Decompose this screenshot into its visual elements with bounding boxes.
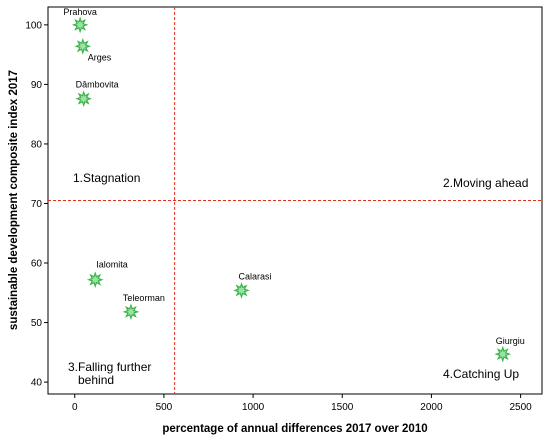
x-axis: 0 500 1000 1500 2000 2500 bbox=[72, 394, 532, 413]
data-point-marker bbox=[122, 303, 140, 321]
y-axis: 40 50 60 70 80 90 100 bbox=[25, 20, 48, 389]
quadrant-label-falling-behind-line2: behind bbox=[78, 373, 114, 387]
data-point-marker bbox=[233, 282, 250, 299]
y-tick-label: 60 bbox=[31, 259, 43, 270]
data-point-label: Dâmbovita bbox=[76, 80, 119, 90]
data-point-label: Giurgiu bbox=[496, 336, 525, 346]
data-point-label: Calarasi bbox=[238, 271, 271, 281]
quadrant-label-moving-ahead: 2.Moving ahead bbox=[443, 176, 528, 190]
quadrant-label-stagnation: 1.Stagnation bbox=[73, 171, 140, 185]
reference-lines bbox=[48, 7, 542, 394]
data-point-marker bbox=[86, 271, 104, 289]
data-point-marker bbox=[71, 16, 89, 34]
x-tick-label: 0 bbox=[72, 402, 78, 413]
data-points: Prahova Arges Dâmbovita Ialomita Teleorman Ca… bbox=[63, 7, 525, 363]
y-tick-label: 50 bbox=[31, 318, 43, 329]
x-tick-label: 1500 bbox=[331, 402, 354, 413]
data-point-marker bbox=[494, 345, 512, 363]
y-tick-label: 70 bbox=[31, 199, 43, 210]
data-point-marker bbox=[74, 37, 92, 55]
x-tick-label: 2000 bbox=[420, 402, 443, 413]
data-point-label: Ialomita bbox=[96, 260, 128, 270]
x-tick-label: 2500 bbox=[509, 402, 532, 413]
data-point-label: Teleorman bbox=[123, 293, 165, 303]
y-axis-title: sustainable development composite index … bbox=[8, 70, 20, 330]
y-tick-label: 40 bbox=[31, 378, 43, 389]
y-tick-label: 80 bbox=[31, 139, 43, 150]
x-tick-label: 1000 bbox=[242, 402, 265, 413]
data-point-marker bbox=[75, 90, 93, 108]
y-tick-label: 90 bbox=[31, 80, 43, 91]
x-axis-title: percentage of annual differences 2017 ov… bbox=[162, 423, 427, 435]
data-point-label: Prahova bbox=[63, 7, 97, 17]
y-tick-label: 100 bbox=[25, 20, 42, 31]
data-point-label: Arges bbox=[88, 52, 112, 62]
quadrant-label-falling-behind-line1: 3.Falling further bbox=[68, 360, 151, 374]
quadrant-label-catching-up: 4.Catching Up bbox=[443, 367, 519, 381]
x-tick-label: 500 bbox=[156, 402, 173, 413]
